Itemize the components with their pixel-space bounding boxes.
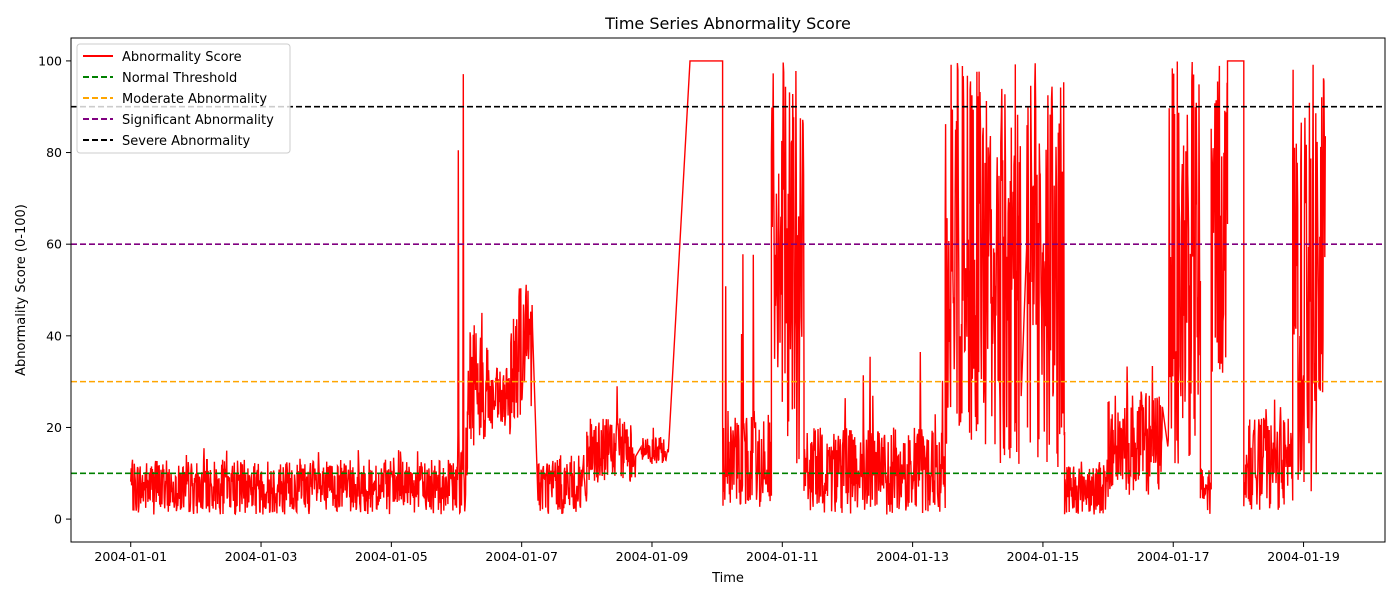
legend: Abnormality Score Normal Threshold Moder…	[76, 43, 291, 154]
abnormality-score-line	[130, 60, 1326, 516]
y-axis-label: Abnormality Score (0-100)	[14, 204, 29, 376]
legend-frame	[76, 43, 291, 154]
legend-label-severe-abnormality: Severe Abnormality	[122, 134, 251, 149]
chart-title: Time Series Abnormality Score	[604, 14, 851, 33]
legend-label-moderate-abnormality: Moderate Abnormality	[122, 92, 267, 107]
x-tick-label: 2004-01-17	[1137, 549, 1210, 564]
y-tick-label: 40	[46, 328, 62, 343]
y-tick-label: 20	[46, 420, 62, 435]
x-tick-label: 2004-01-19	[1267, 549, 1340, 564]
plot-area	[71, 60, 1385, 516]
x-tick-label: 2004-01-03	[225, 549, 298, 564]
legend-label-normal-threshold: Normal Threshold	[122, 71, 237, 86]
x-tick-label: 2004-01-05	[355, 549, 428, 564]
x-tick-label: 2004-01-11	[746, 549, 819, 564]
x-tick-label: 2004-01-09	[616, 549, 689, 564]
y-tick-label: 80	[46, 145, 62, 160]
plot-frame	[70, 37, 1386, 543]
y-tick-label: 0	[54, 512, 62, 527]
x-tick-label: 2004-01-15	[1007, 549, 1080, 564]
x-axis-label: Time	[711, 571, 744, 586]
x-tick-label: 2004-01-07	[485, 549, 558, 564]
legend-label-abnormality-score: Abnormality Score	[122, 50, 242, 65]
y-tick-label: 60	[46, 237, 62, 252]
x-tick-label: 2004-01-13	[876, 549, 949, 564]
y-tick-label: 100	[38, 53, 62, 68]
x-tick-label: 2004-01-01	[94, 549, 167, 564]
axes: 2004-01-01 2004-01-03 2004-01-05 2004-01-07…	[38, 53, 1340, 564]
legend-label-significant-abnormality: Significant Abnormality	[122, 113, 274, 128]
